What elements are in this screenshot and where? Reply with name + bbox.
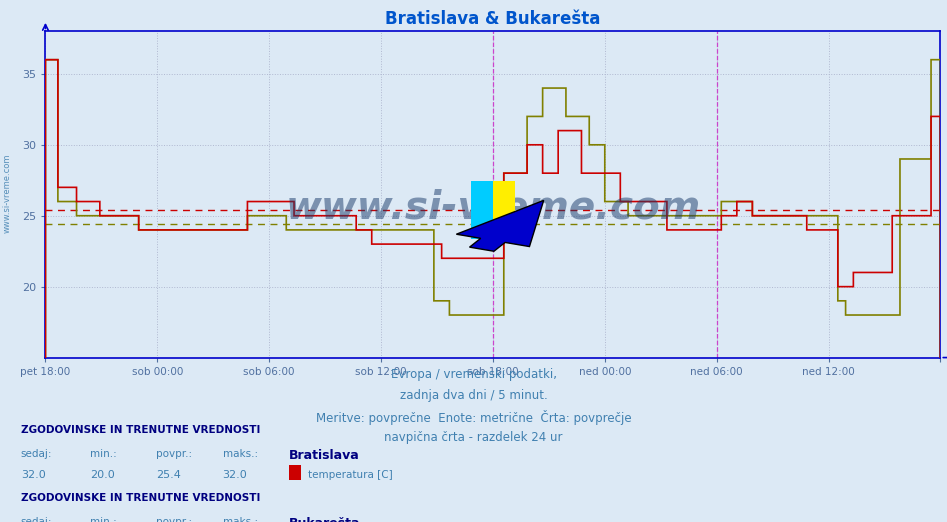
- Text: maks.:: maks.:: [223, 517, 258, 522]
- Text: min.:: min.:: [90, 449, 116, 459]
- Text: sedaj:: sedaj:: [21, 449, 52, 459]
- Text: Evropa / vremenski podatki,: Evropa / vremenski podatki,: [390, 368, 557, 381]
- Text: Meritve: povprečne  Enote: metrične  Črta: povprečje: Meritve: povprečne Enote: metrične Črta:…: [315, 410, 632, 425]
- Text: Bratislava: Bratislava: [289, 449, 360, 462]
- Text: Bukarešta: Bukarešta: [289, 517, 361, 522]
- Text: povpr.:: povpr.:: [156, 449, 192, 459]
- Text: min.:: min.:: [90, 517, 116, 522]
- Text: temperatura [C]: temperatura [C]: [308, 470, 392, 480]
- Bar: [471, 181, 493, 240]
- Title: Bratislava & Bukarešta: Bratislava & Bukarešta: [385, 10, 600, 28]
- Text: ZGODOVINSKE IN TRENUTNE VREDNOSTI: ZGODOVINSKE IN TRENUTNE VREDNOSTI: [21, 493, 260, 503]
- Text: povpr.:: povpr.:: [156, 517, 192, 522]
- Text: 32.0: 32.0: [223, 470, 247, 480]
- Text: zadnja dva dni / 5 minut.: zadnja dva dni / 5 minut.: [400, 389, 547, 402]
- Text: navpična črta - razdelek 24 ur: navpična črta - razdelek 24 ur: [384, 431, 563, 444]
- Text: sedaj:: sedaj:: [21, 517, 52, 522]
- Text: ZGODOVINSKE IN TRENUTNE VREDNOSTI: ZGODOVINSKE IN TRENUTNE VREDNOSTI: [21, 425, 260, 435]
- FancyArrow shape: [456, 200, 544, 251]
- Text: 25.4: 25.4: [156, 470, 181, 480]
- Text: maks.:: maks.:: [223, 449, 258, 459]
- Bar: [493, 181, 515, 240]
- Text: www.si-vreme.com: www.si-vreme.com: [3, 153, 12, 233]
- Text: www.si-vreme.com: www.si-vreme.com: [285, 188, 701, 227]
- Text: 20.0: 20.0: [90, 470, 115, 480]
- Text: 32.0: 32.0: [21, 470, 45, 480]
